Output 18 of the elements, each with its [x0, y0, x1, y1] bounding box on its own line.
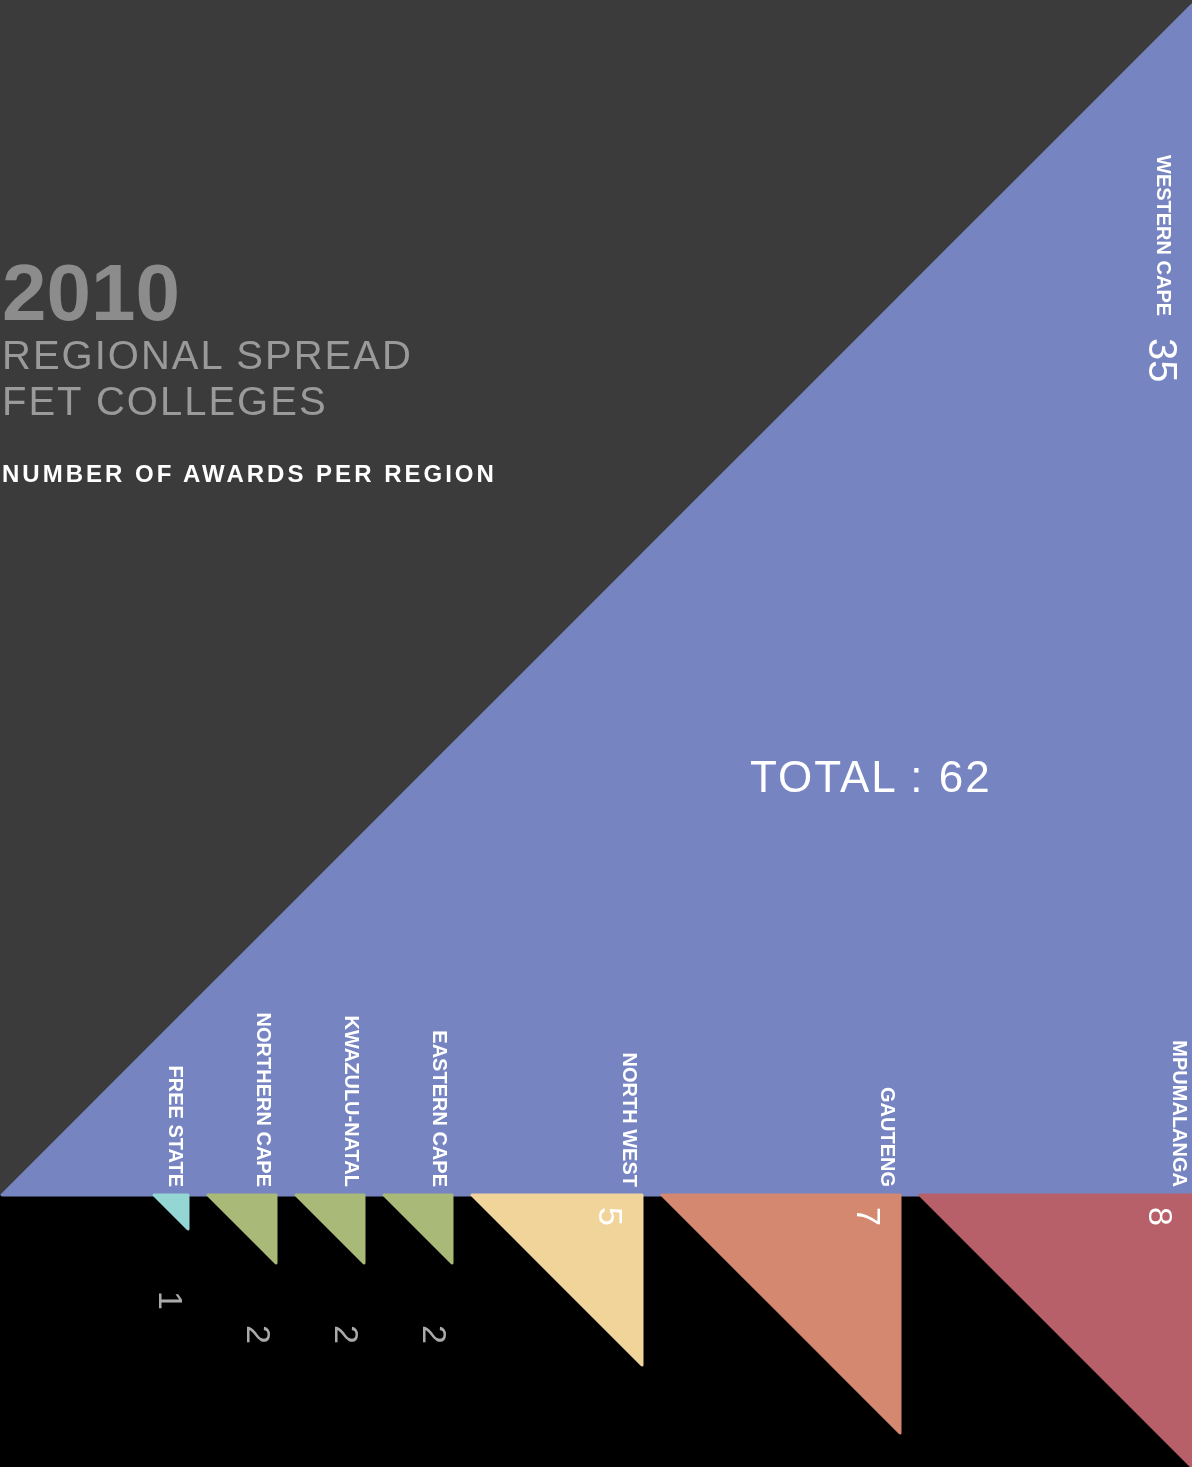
data-label: 5 [592, 1207, 631, 1226]
category-label: KWAZULU-NATAL [340, 1015, 363, 1187]
data-label: 2 [416, 1325, 455, 1344]
data-label: 8 [1142, 1207, 1181, 1226]
data-label: 1 [152, 1291, 191, 1310]
category-label: WESTERN CAPE [1152, 155, 1175, 317]
text: NUMBER OF AWARDS PER REGION [2, 460, 497, 488]
category-label: GAUTENG [876, 1087, 899, 1187]
text: TOTAL : 62 [750, 752, 992, 802]
data-label: 2 [240, 1325, 279, 1344]
data-label: 2 [328, 1325, 367, 1344]
category-label: EASTERN CAPE [428, 1030, 451, 1187]
data-label: 7 [850, 1207, 889, 1226]
category-label: FREE STATE [164, 1065, 187, 1187]
category-label: NORTHERN CAPE [252, 1012, 275, 1187]
category-label: NORTH WEST [618, 1052, 641, 1187]
data-label: 35 [1141, 338, 1186, 383]
category-label: MPUMALANGA [1168, 1040, 1191, 1187]
